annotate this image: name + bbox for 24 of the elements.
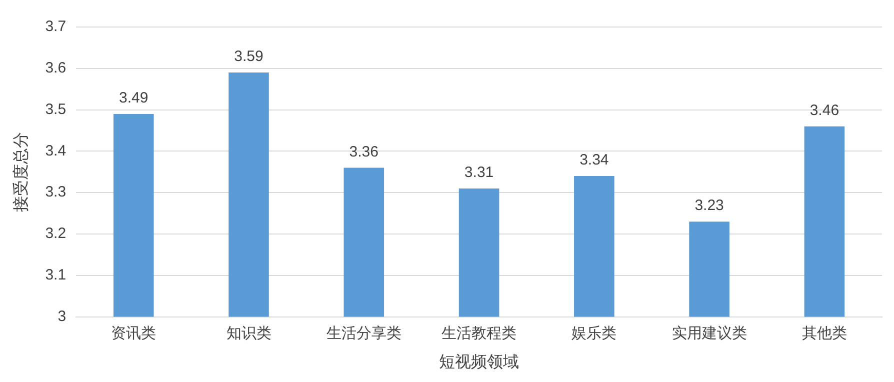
x-tick-label: 娱乐类 (572, 324, 617, 342)
data-label: 3.59 (234, 48, 264, 66)
y-tick-label: 3.7 (45, 18, 66, 36)
x-tick-label: 生活分享类 (326, 324, 402, 342)
data-label: 3.31 (464, 164, 494, 182)
y-tick-label: 3.6 (45, 60, 66, 77)
y-tick-label: 3.4 (45, 142, 66, 160)
x-tick-label: 资讯类 (111, 324, 156, 342)
y-tick-label: 3.2 (45, 225, 66, 242)
x-axis-title: 短视频领域 (439, 352, 520, 371)
x-tick-label: 其他类 (802, 324, 847, 342)
data-label: 3.46 (810, 102, 840, 119)
y-tick-label: 3 (58, 308, 66, 325)
x-tick-label: 生活教程类 (442, 324, 517, 342)
data-label: 3.36 (349, 143, 378, 160)
data-label: 3.49 (119, 90, 148, 107)
data-label: 3.34 (580, 152, 609, 169)
y-axis-title: 接受度总分 (12, 132, 30, 212)
data-label: 3.23 (694, 197, 724, 214)
y-tick-label: 3.1 (45, 266, 66, 284)
x-tick-label: 实用建议类 (672, 324, 747, 342)
x-tick-label: 知识类 (226, 324, 272, 342)
y-tick-label: 3.3 (45, 184, 66, 201)
y-tick-label: 3.5 (45, 100, 66, 118)
